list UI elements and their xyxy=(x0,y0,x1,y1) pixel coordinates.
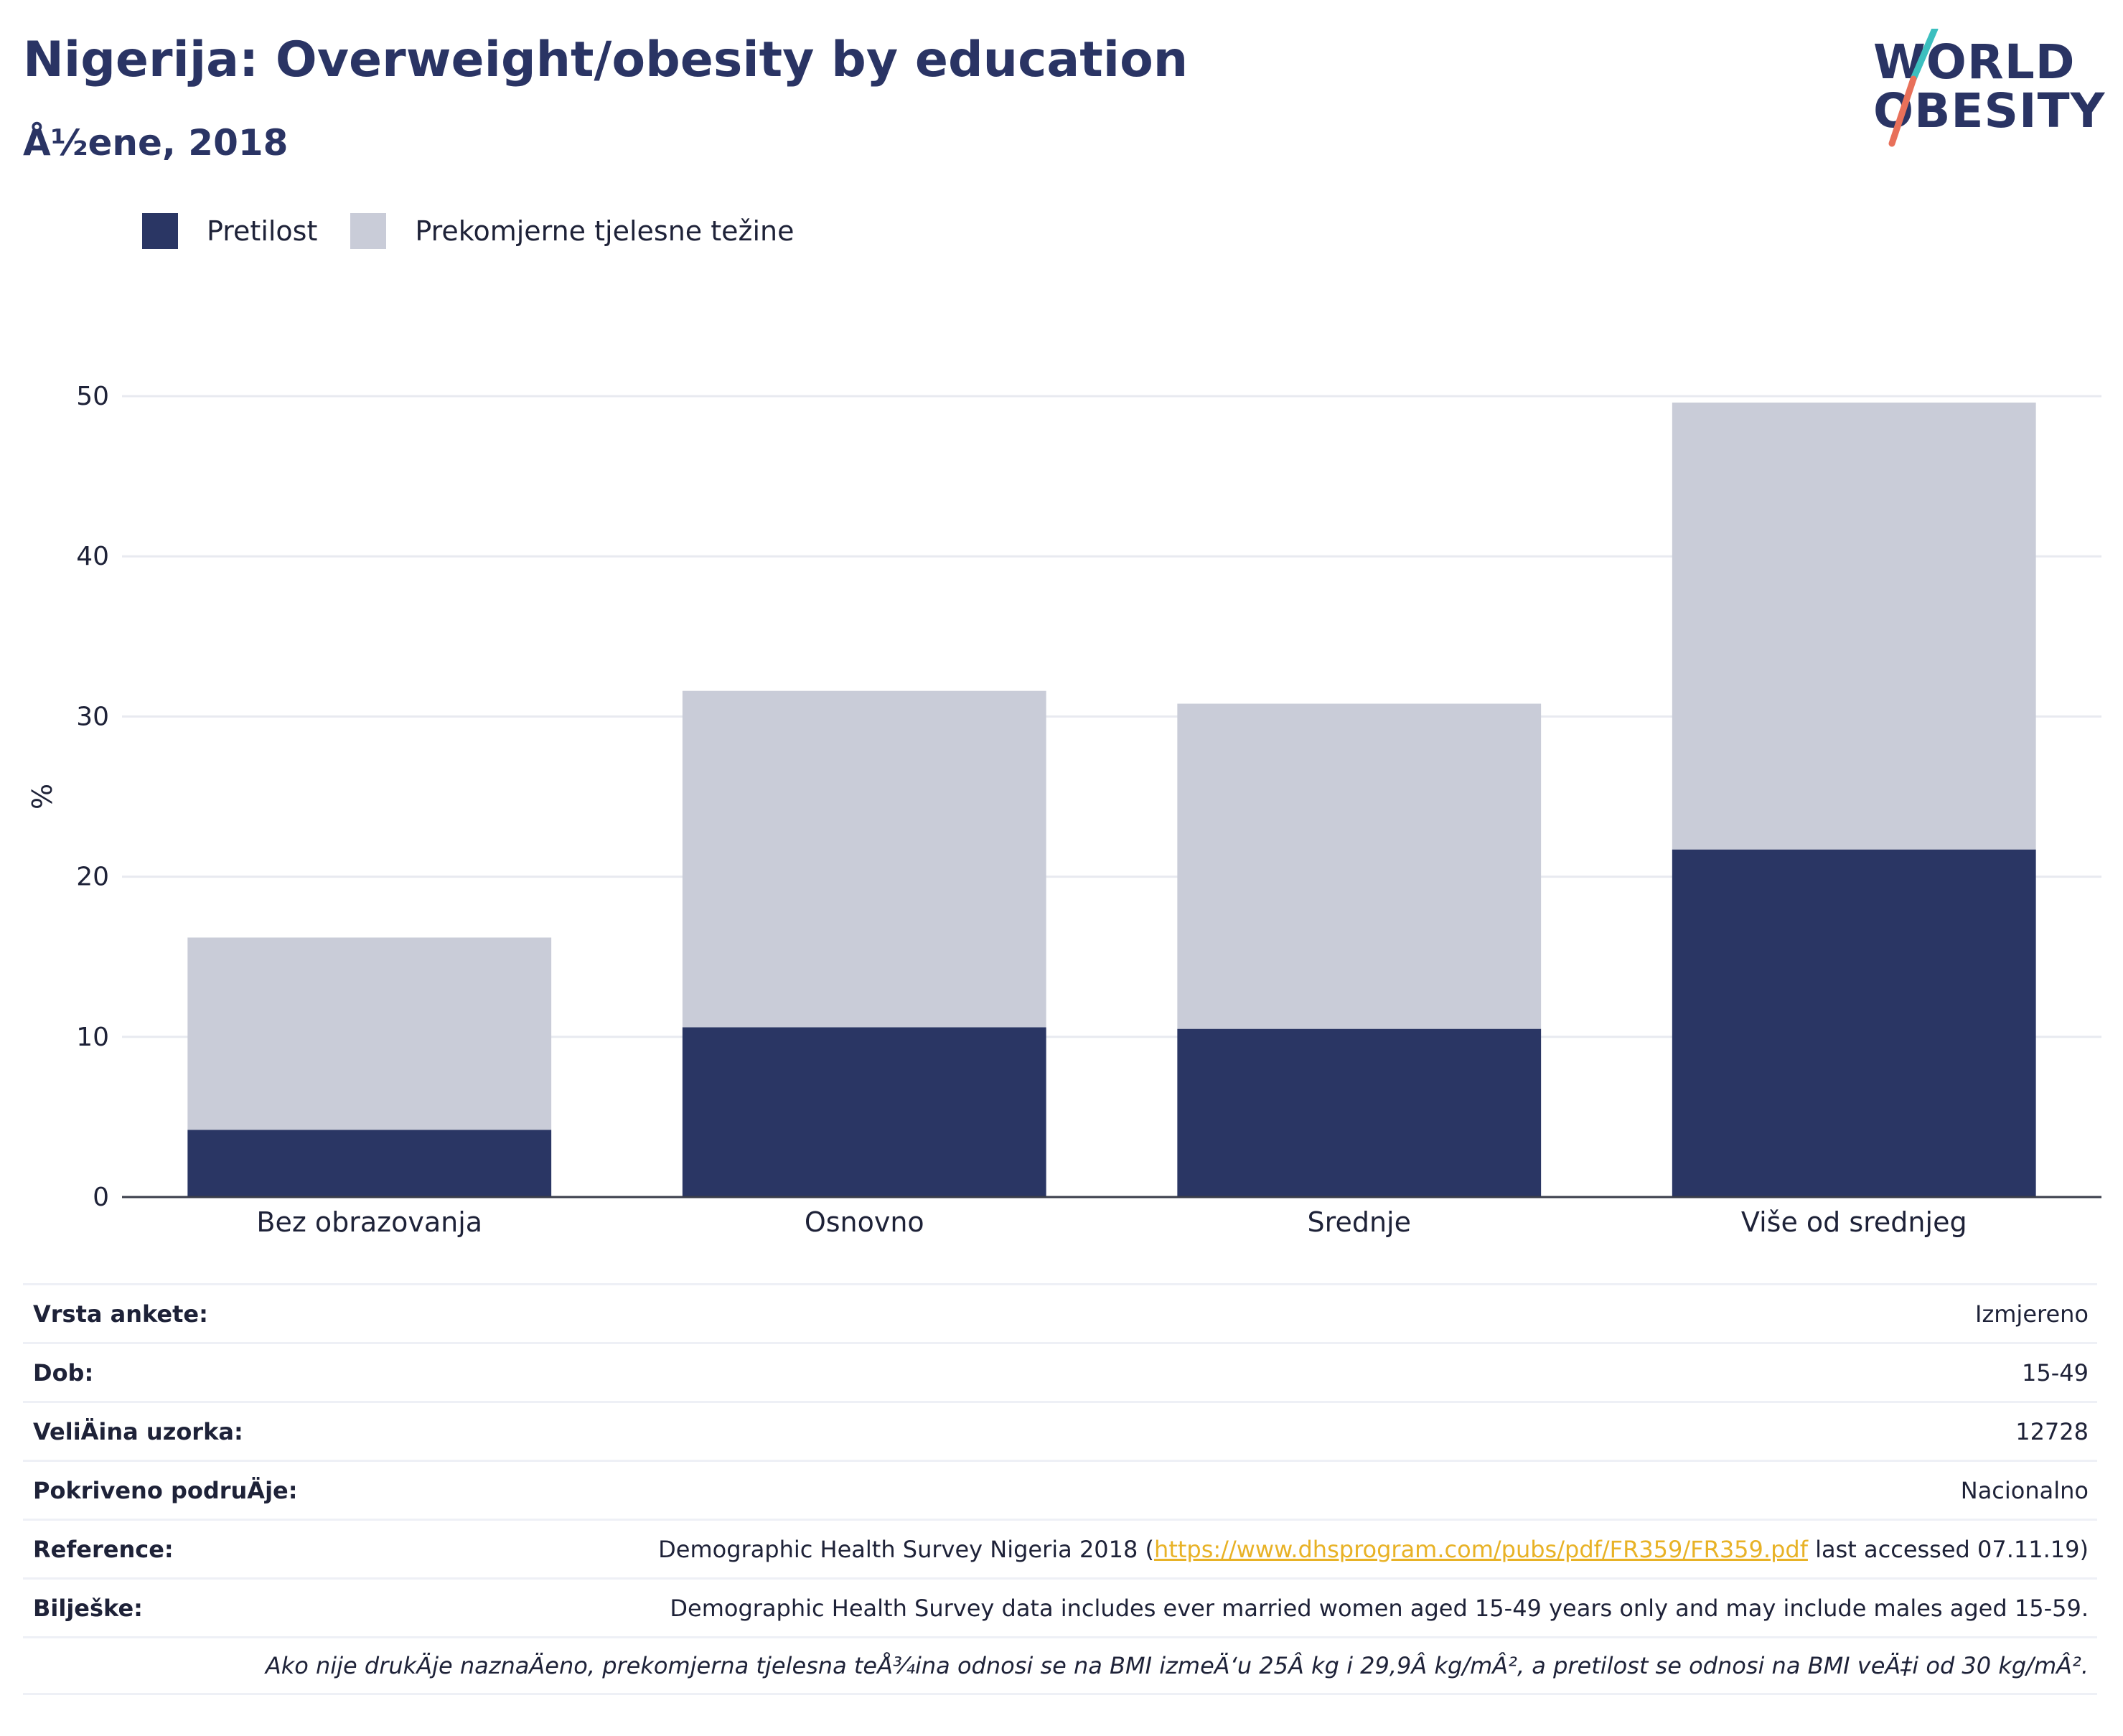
footnote-text: Ako nije drukÄ je naznaÄ eno, prekomjern… xyxy=(266,1652,2097,1679)
y-tick-label: 40 xyxy=(76,542,109,571)
info-value: Izmjereno xyxy=(1975,1300,2097,1328)
info-value: 12728 xyxy=(2015,1418,2097,1445)
y-tick-label: 50 xyxy=(76,382,109,411)
reference-suffix: last accessed 07.11.19) xyxy=(1808,1536,2089,1563)
y-tick-label: 0 xyxy=(93,1183,109,1212)
logo-slash-icon xyxy=(1873,29,2110,151)
info-key: Vrsta ankete: xyxy=(23,1300,208,1328)
reference-link[interactable]: https://www.dhsprogram.com/pubs/pdf/FR35… xyxy=(1154,1536,1808,1563)
bar-prekomjerne xyxy=(187,937,551,1130)
info-row-reference: Reference: Demographic Health Survey Nig… xyxy=(23,1519,2097,1577)
legend-label-pretilost: Pretilost xyxy=(207,215,317,247)
legend-swatch-pretilost xyxy=(142,213,178,249)
chart-title: Nigerija: Overweight/obesity by educatio… xyxy=(23,32,1188,88)
info-key: Pokriveno podruÄ je: xyxy=(23,1477,298,1504)
bar-prekomjerne xyxy=(683,691,1046,1028)
bar-prekomjerne xyxy=(1177,704,1541,1029)
info-key: VeliÄ ina uzorka: xyxy=(23,1418,243,1445)
info-row-sample-size: VeliÄ ina uzorka: 12728 xyxy=(23,1401,2097,1460)
info-value: Demographic Health Survey Nigeria 2018 (… xyxy=(658,1536,2097,1563)
info-row-notes: Bilješke: Demographic Health Survey data… xyxy=(23,1577,2097,1636)
y-tick-label: 10 xyxy=(76,1023,109,1052)
reference-prefix: Demographic Health Survey Nigeria 2018 ( xyxy=(658,1536,1154,1563)
legend-item-pretilost[interactable]: Pretilost xyxy=(142,213,317,249)
y-axis-title: % xyxy=(27,784,58,810)
bar-chart: 0 10 20 30 40 50% Bez obrazovanja Osnovno Srednj… xyxy=(0,316,2123,1249)
x-category-label: Osnovno xyxy=(805,1206,924,1238)
info-value: Nacionalno xyxy=(1961,1477,2097,1504)
info-key: Reference: xyxy=(23,1536,174,1563)
info-row-footnote: Ako nije drukÄ je naznaÄ eno, prekomjern… xyxy=(23,1636,2097,1695)
info-value: 15-49 xyxy=(2022,1359,2097,1387)
legend-swatch-prekomjerne xyxy=(350,213,386,249)
legend: Pretilost Prekomjerne tjelesne težine xyxy=(142,212,828,250)
bar-pretilost xyxy=(1672,850,2036,1197)
bar-pretilost xyxy=(187,1130,551,1197)
bar-pretilost xyxy=(1177,1029,1541,1197)
x-category-label: Bez obrazovanja xyxy=(256,1206,482,1238)
y-tick-label: 30 xyxy=(76,702,109,731)
y-tick-label: 20 xyxy=(76,863,109,892)
x-category-label: Srednje xyxy=(1308,1206,1411,1238)
info-key: Bilješke: xyxy=(23,1595,143,1622)
info-row-age: Dob: 15-49 xyxy=(23,1342,2097,1401)
info-table: Vrsta ankete: Izmjereno Dob: 15-49 VeliÄ… xyxy=(23,1283,2097,1695)
bar-pretilost xyxy=(683,1027,1046,1197)
info-row-area-covered: Pokriveno podruÄ je: Nacionalno xyxy=(23,1460,2097,1519)
chart-subtitle: Å½ene, 2018 xyxy=(23,122,288,164)
bar-prekomjerne xyxy=(1672,403,2036,850)
world-obesity-logo: WORLD OBESITY xyxy=(1873,29,2110,151)
info-key: Dob: xyxy=(23,1359,93,1387)
legend-label-prekomjerne: Prekomjerne tjelesne težine xyxy=(415,215,794,247)
info-row-survey-type: Vrsta ankete: Izmjereno xyxy=(23,1283,2097,1342)
legend-item-prekomjerne[interactable]: Prekomjerne tjelesne težine xyxy=(350,213,794,249)
x-category-label: Više od srednjeg xyxy=(1741,1206,1967,1238)
info-value: Demographic Health Survey data includes … xyxy=(670,1595,2097,1622)
